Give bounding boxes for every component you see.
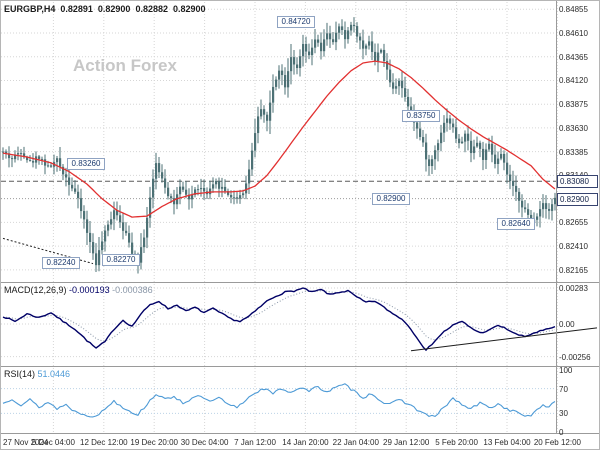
macd-indicator-label: MACD(12,26,9) -0.000193 -0.000386 [4, 285, 153, 295]
macd-signal-value: -0.000386 [112, 285, 153, 295]
rsi-indicator-label: RSI(14) 51.0446 [4, 369, 70, 379]
ohlc-low: 0.82882 [135, 4, 168, 14]
macd-name: MACD(12,26,9) [4, 285, 67, 295]
symbol-period-label: EURGBP,H4 [4, 4, 56, 14]
rsi-value: 51.0446 [37, 369, 71, 379]
ohlc-close: 0.82900 [173, 4, 206, 14]
ohlc-open: 0.82891 [60, 4, 93, 14]
ohlc-high: 0.82900 [97, 4, 131, 14]
watermark: Action Forex [73, 56, 177, 75]
rsi-name: RSI(14) [4, 369, 36, 379]
chart-header: EURGBP,H4 0.82891 0.82900 0.82882 0.82900 [4, 4, 211, 14]
macd-value: -0.000193 [69, 285, 110, 295]
